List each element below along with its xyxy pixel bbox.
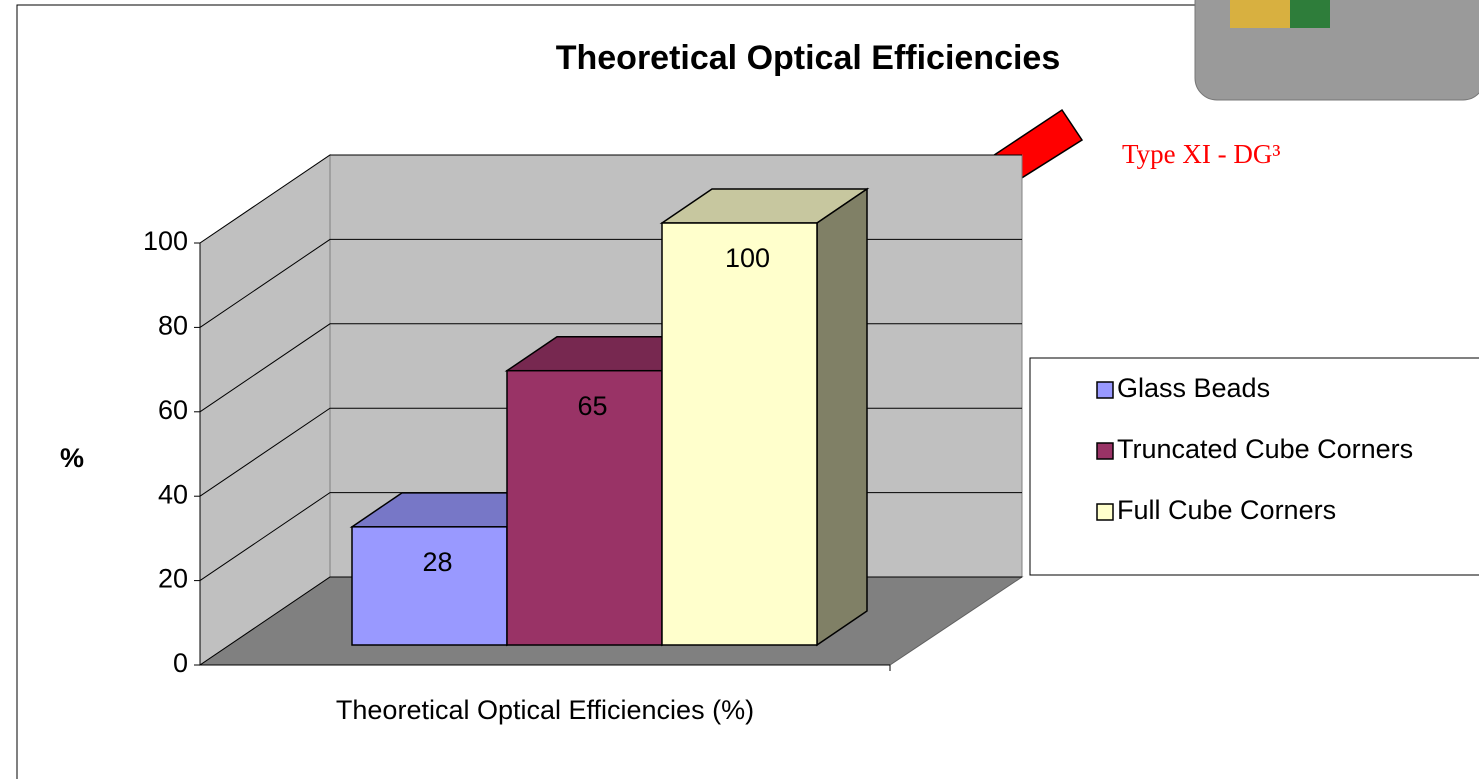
bar-front xyxy=(662,223,817,645)
legend: Glass Beads Truncated Cube Corners Full Cu… xyxy=(1030,358,1479,575)
chart-title: Theoretical Optical Efficiencies xyxy=(556,39,1061,77)
value-label: 100 xyxy=(725,243,770,273)
value-label: 65 xyxy=(577,391,607,421)
y-axis-label: % xyxy=(60,443,84,473)
thumbnail xyxy=(1195,0,1479,100)
side-wall xyxy=(200,155,330,665)
y-tick-label: 40 xyxy=(158,479,188,509)
y-tick-label: 60 xyxy=(158,395,188,425)
legend-label: Truncated Cube Corners xyxy=(1117,434,1413,464)
y-tick-label: 80 xyxy=(158,311,188,341)
y-tick-label: 100 xyxy=(143,226,188,256)
y-tick-label: 0 xyxy=(173,648,188,678)
legend-label: Glass Beads xyxy=(1117,373,1270,403)
chart: Type XI - DG³ Theoretical Optical Effici… xyxy=(0,0,1479,779)
bar-front xyxy=(352,527,507,645)
legend-swatch xyxy=(1097,443,1113,459)
legend-swatch xyxy=(1097,504,1113,520)
value-label: 28 xyxy=(422,547,452,577)
bar-side xyxy=(817,189,867,645)
legend-swatch xyxy=(1097,382,1113,398)
legend-label: Full Cube Corners xyxy=(1117,495,1336,525)
y-tick-label: 20 xyxy=(158,564,188,594)
x-tick-label: Theoretical Optical Efficiencies (%) xyxy=(336,695,754,725)
annotation: Type XI - DG³ xyxy=(1122,139,1280,169)
